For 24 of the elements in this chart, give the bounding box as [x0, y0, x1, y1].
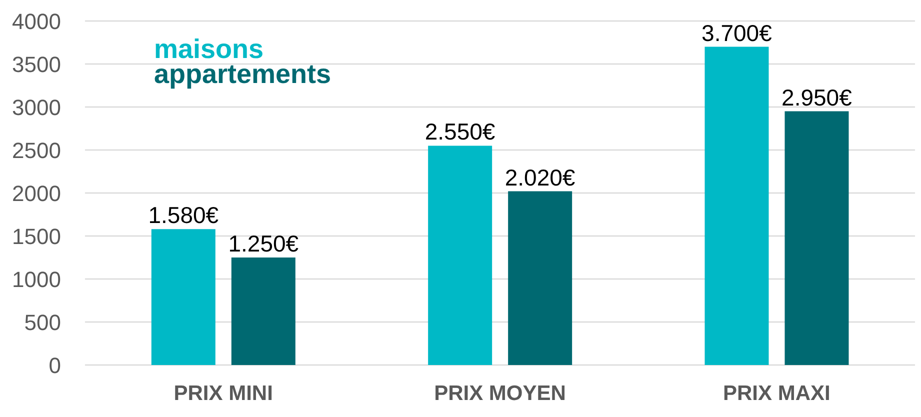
data-label: 3.700€ — [702, 20, 772, 46]
x-tick-label: PRIX MOYEN — [434, 382, 566, 405]
bar — [231, 258, 296, 365]
y-tick-label: 4000 — [12, 8, 61, 34]
y-tick-label: 0 — [48, 352, 61, 378]
y-tick-label: 1000 — [12, 266, 61, 292]
bar — [784, 111, 849, 365]
data-label: 1.250€ — [228, 230, 299, 256]
y-tick-label: 500 — [24, 310, 61, 335]
data-label: 1.580€ — [148, 202, 219, 228]
y-tick-label: 2500 — [12, 138, 61, 163]
y-tick-label: 1500 — [12, 224, 61, 249]
bar — [704, 46, 769, 365]
y-tick-label: 2000 — [12, 180, 61, 206]
y-tick-label: 3500 — [12, 52, 61, 77]
data-label: 2.550€ — [424, 118, 496, 145]
bar — [151, 229, 216, 365]
data-label: 2.950€ — [782, 84, 852, 110]
data-label: 2.020€ — [504, 164, 576, 190]
bar — [508, 191, 572, 365]
bar — [428, 146, 492, 365]
y-tick-label: 3000 — [12, 94, 61, 120]
x-tick-label: PRIX MINI — [174, 382, 273, 405]
x-tick-label: PRIX MAXI — [722, 382, 830, 405]
